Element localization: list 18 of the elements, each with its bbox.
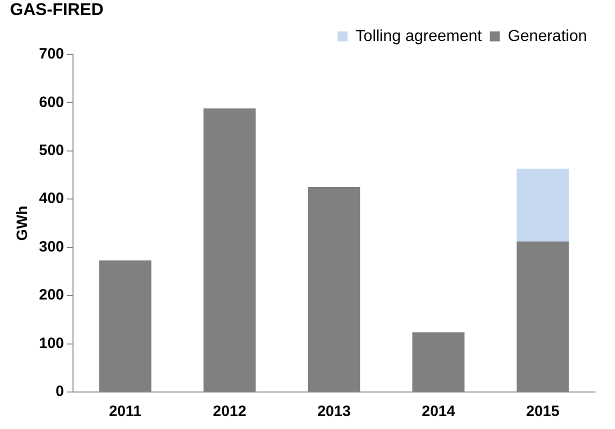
- y-axis-title: GWh: [14, 206, 32, 241]
- legend-label: Generation: [508, 28, 588, 45]
- x-tick-label: 2012: [212, 403, 246, 420]
- y-tick-label: 200: [38, 286, 64, 304]
- bar: [516, 168, 569, 242]
- chart-title: GAS-FIRED: [10, 0, 104, 19]
- x-tick-label: 2014: [422, 403, 456, 420]
- y-tick-label: 300: [38, 238, 64, 256]
- x-tick-label: 2013: [317, 403, 351, 420]
- y-tick-label: 600: [38, 94, 64, 111]
- y-tick-label: 0: [56, 383, 64, 400]
- legend-label: Tolling agreement: [356, 28, 482, 45]
- x-tick-label: 2015: [526, 403, 560, 420]
- y-tick-label: 400: [38, 190, 64, 208]
- y-tick-label: 700: [38, 46, 64, 63]
- y-tick-label: 500: [38, 142, 64, 159]
- y-tick-label: 100: [38, 334, 64, 352]
- x-tick-label: 2011: [108, 403, 142, 420]
